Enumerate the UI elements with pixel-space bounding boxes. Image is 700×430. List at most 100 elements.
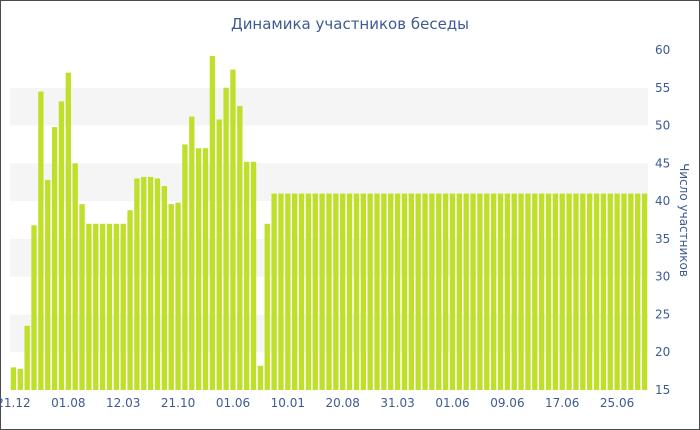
bar	[607, 193, 613, 390]
bar	[449, 193, 456, 390]
bar	[566, 193, 572, 390]
bar	[10, 367, 17, 390]
bar	[326, 193, 332, 390]
bar	[257, 365, 264, 390]
x-tick-label: 01.06	[216, 396, 250, 410]
grid-band	[10, 87, 648, 126]
bar	[271, 193, 277, 390]
bar	[518, 193, 524, 390]
x-tick-label: 10.01	[271, 396, 305, 410]
bar	[477, 193, 483, 390]
bar	[504, 193, 511, 390]
bar	[182, 144, 188, 390]
bar	[86, 223, 92, 390]
y-tick-label: 60	[655, 43, 670, 57]
bar	[72, 163, 78, 390]
bar	[545, 193, 552, 390]
bar	[65, 72, 71, 391]
bar	[621, 193, 627, 390]
y-tick-label: 40	[655, 194, 670, 208]
bar	[360, 193, 366, 390]
x-tick-label: 31.03	[380, 396, 414, 410]
x-tick-label: 12.03	[106, 396, 140, 410]
bar	[436, 193, 442, 390]
bar	[223, 87, 229, 390]
bar	[106, 223, 113, 390]
x-tick-label: 25.06	[600, 396, 634, 410]
chart-title: Динамика участников беседы	[231, 15, 469, 33]
bar	[285, 193, 291, 390]
y-tick-label: 20	[655, 345, 670, 359]
bar	[141, 176, 147, 390]
bar	[470, 193, 476, 390]
bar	[312, 193, 318, 390]
bar	[353, 193, 360, 390]
bar	[305, 193, 312, 390]
bar	[587, 193, 593, 390]
bar	[58, 101, 65, 390]
bar	[298, 193, 305, 390]
bar	[168, 204, 174, 390]
x-tick-label: 01.08	[51, 396, 85, 410]
bar	[484, 193, 490, 390]
bar	[93, 223, 99, 390]
x-tick-label: 09.06	[490, 396, 524, 410]
bar	[120, 223, 126, 390]
bar	[278, 193, 284, 390]
bar	[532, 193, 538, 390]
bar	[154, 178, 161, 390]
bar	[525, 193, 531, 390]
x-tick-label: 21.10	[161, 396, 195, 410]
bar	[38, 91, 44, 390]
bar	[552, 193, 559, 390]
bar	[367, 193, 373, 390]
bar	[415, 193, 421, 390]
x-tick-label: 17.06	[545, 396, 579, 410]
bar	[593, 193, 600, 390]
bar	[635, 193, 641, 390]
bar	[250, 161, 257, 390]
bar	[381, 193, 387, 390]
y-tick-label: 45	[655, 156, 670, 170]
bar	[24, 325, 30, 390]
bar	[51, 127, 58, 390]
bar	[538, 193, 545, 390]
bar	[394, 193, 401, 390]
bar	[216, 119, 222, 390]
y-tick-label: 25	[655, 307, 670, 321]
bar	[202, 148, 209, 390]
x-axis-ticks: 21.12 01.08 12.03 21.10 01.06 10.01 20.08 31.03…	[0, 396, 634, 410]
bar	[264, 223, 270, 390]
bar	[79, 204, 85, 390]
bar	[628, 193, 634, 390]
bar	[230, 69, 236, 390]
bar	[422, 193, 428, 390]
bar	[408, 193, 414, 390]
bar	[319, 193, 325, 390]
bar	[45, 179, 51, 390]
bar	[580, 193, 586, 390]
bar	[511, 193, 517, 390]
bar	[31, 225, 37, 390]
bar	[244, 161, 250, 390]
y-tick-label: 50	[655, 119, 670, 133]
bar	[463, 193, 469, 390]
bar	[127, 210, 133, 390]
bar	[292, 193, 298, 390]
bar	[161, 186, 168, 390]
y-axis-ticks: 15 20 25 30 35 40 45 50 55 60	[655, 43, 670, 397]
y-axis-label: Число участников	[677, 163, 691, 277]
bar	[209, 56, 216, 390]
bar	[442, 193, 449, 390]
bar	[237, 105, 243, 390]
bar	[573, 193, 579, 390]
bar	[559, 193, 565, 390]
bar	[374, 193, 380, 390]
bar	[17, 368, 23, 390]
y-tick-label: 35	[655, 232, 670, 246]
y-tick-label: 55	[655, 81, 670, 95]
bar	[346, 193, 353, 390]
bar	[641, 193, 648, 390]
bar	[333, 193, 339, 390]
